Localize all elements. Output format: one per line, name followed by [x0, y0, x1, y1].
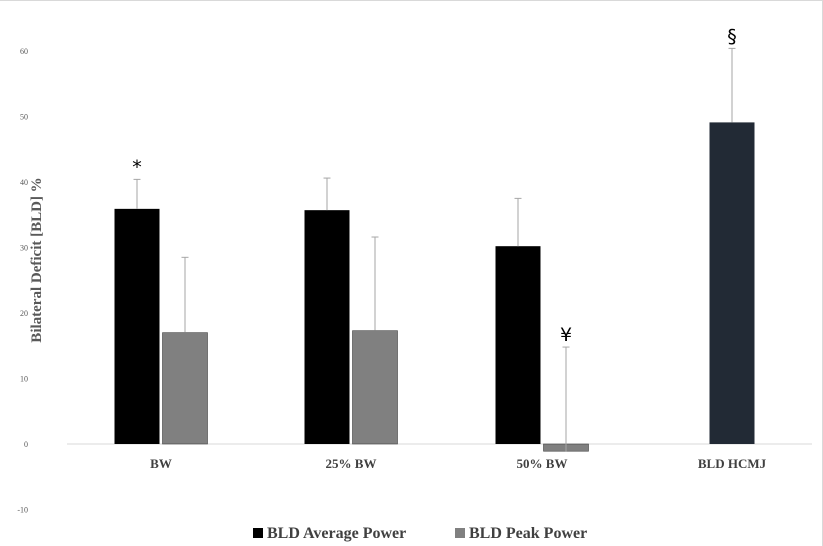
- legend-label: BLD Peak Power: [469, 525, 587, 542]
- y-tick-label: 20: [20, 309, 28, 318]
- bar-bld-average-power-bw: [114, 208, 160, 444]
- legend-swatch: [253, 528, 263, 538]
- y-tick-label: 50: [20, 113, 28, 122]
- significance-annotations: * ¥ §: [132, 25, 737, 346]
- bar-bld-average-power-50-bw: [495, 246, 541, 444]
- bars: [114, 122, 755, 452]
- bar-bld-peak-power-25-bw: [352, 330, 398, 445]
- bar-bld-hcmj-bld-hcmj: [709, 122, 755, 445]
- x-category-label: BLD HCMJ: [698, 456, 767, 471]
- y-axis-label: Bilateral Deficit [BLD] %: [29, 177, 45, 342]
- annotation-symbol: *: [132, 156, 142, 178]
- legend-swatch: [455, 528, 465, 538]
- bar-bld-peak-power-bw: [162, 332, 208, 445]
- error-bars: [133, 47, 736, 452]
- x-category-label: 50% BW: [517, 456, 568, 471]
- bar-bld-average-power-25-bw: [304, 210, 350, 444]
- y-tick-label: 30: [20, 244, 28, 253]
- x-category-label: BW: [150, 456, 172, 471]
- y-axis-ticks: -10 0 10 20 30 40 50 60: [17, 47, 28, 515]
- x-category-label: 25% BW: [326, 456, 377, 471]
- y-tick-label: 10: [20, 375, 28, 384]
- y-tick-label: -10: [17, 506, 28, 515]
- x-axis-category-labels: BW 25% BW 50% BW BLD HCMJ: [150, 456, 766, 471]
- legend: BLD Average Power BLD Peak Power: [253, 525, 587, 542]
- y-tick-label: 0: [24, 440, 28, 449]
- y-tick-label: 60: [20, 47, 28, 56]
- legend-label: BLD Average Power: [267, 525, 406, 542]
- annotation-symbol: §: [727, 25, 737, 47]
- y-tick-label: 40: [20, 178, 28, 187]
- annotation-symbol: ¥: [560, 324, 572, 346]
